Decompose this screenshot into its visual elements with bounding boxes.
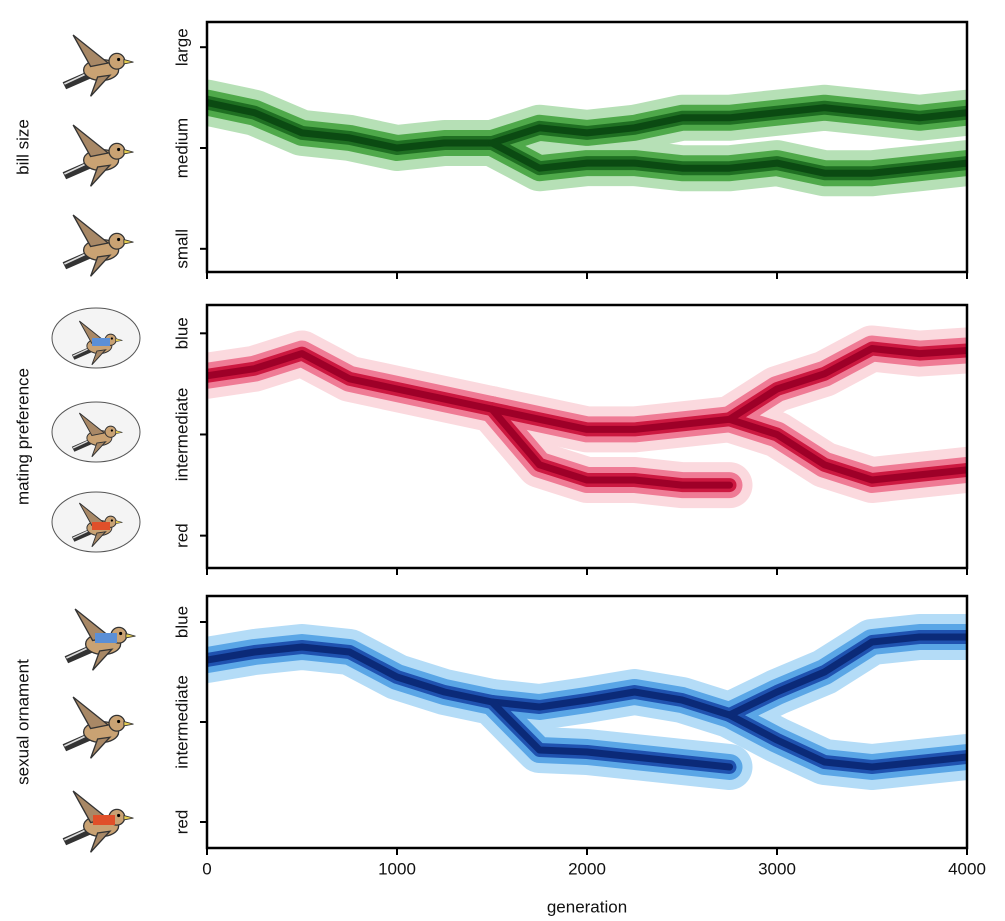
bird-icons bbox=[51, 34, 141, 854]
trait-line bbox=[726, 633, 967, 719]
y-tick-label: large bbox=[172, 28, 191, 66]
plot-area bbox=[207, 325, 967, 509]
y-tick-label: small bbox=[172, 229, 191, 269]
x-tick-label: 1000 bbox=[378, 859, 416, 878]
trait-line bbox=[726, 345, 967, 423]
y-tick-label: intermediate bbox=[172, 675, 191, 769]
trait-line bbox=[488, 139, 967, 177]
y-tick-label: red bbox=[172, 810, 191, 835]
trait-line bbox=[207, 643, 496, 706]
trait-line bbox=[207, 99, 496, 152]
trait-line bbox=[207, 350, 496, 413]
y-tick-label: blue bbox=[172, 606, 191, 638]
y-tick-label: blue bbox=[172, 317, 191, 349]
trait-line bbox=[488, 405, 733, 489]
panel: red intermediate blue 0 1000 2000 3000 4000 sexu… bbox=[13, 594, 986, 916]
y-axis-title: sexual ornament bbox=[13, 659, 32, 785]
trait-line bbox=[488, 698, 733, 771]
y-tick-label: medium bbox=[172, 118, 191, 178]
plot-area bbox=[207, 79, 967, 197]
x-tick-label: 3000 bbox=[758, 859, 796, 878]
plot-area bbox=[207, 614, 967, 790]
y-axis-title: mating preference bbox=[13, 368, 32, 505]
y-axis-title: bill size bbox=[13, 119, 32, 175]
x-tick-label: 0 bbox=[202, 859, 211, 878]
panel: small medium large bill size bbox=[13, 20, 969, 279]
panel: red intermediate blue mating preference bbox=[13, 303, 969, 575]
y-tick-label: red bbox=[172, 523, 191, 548]
x-tick-label: 4000 bbox=[948, 859, 986, 878]
y-tick-label: intermediate bbox=[172, 388, 191, 482]
x-tick-label: 2000 bbox=[568, 859, 606, 878]
trait-line bbox=[488, 104, 967, 147]
x-axis-title: generation bbox=[547, 897, 627, 916]
